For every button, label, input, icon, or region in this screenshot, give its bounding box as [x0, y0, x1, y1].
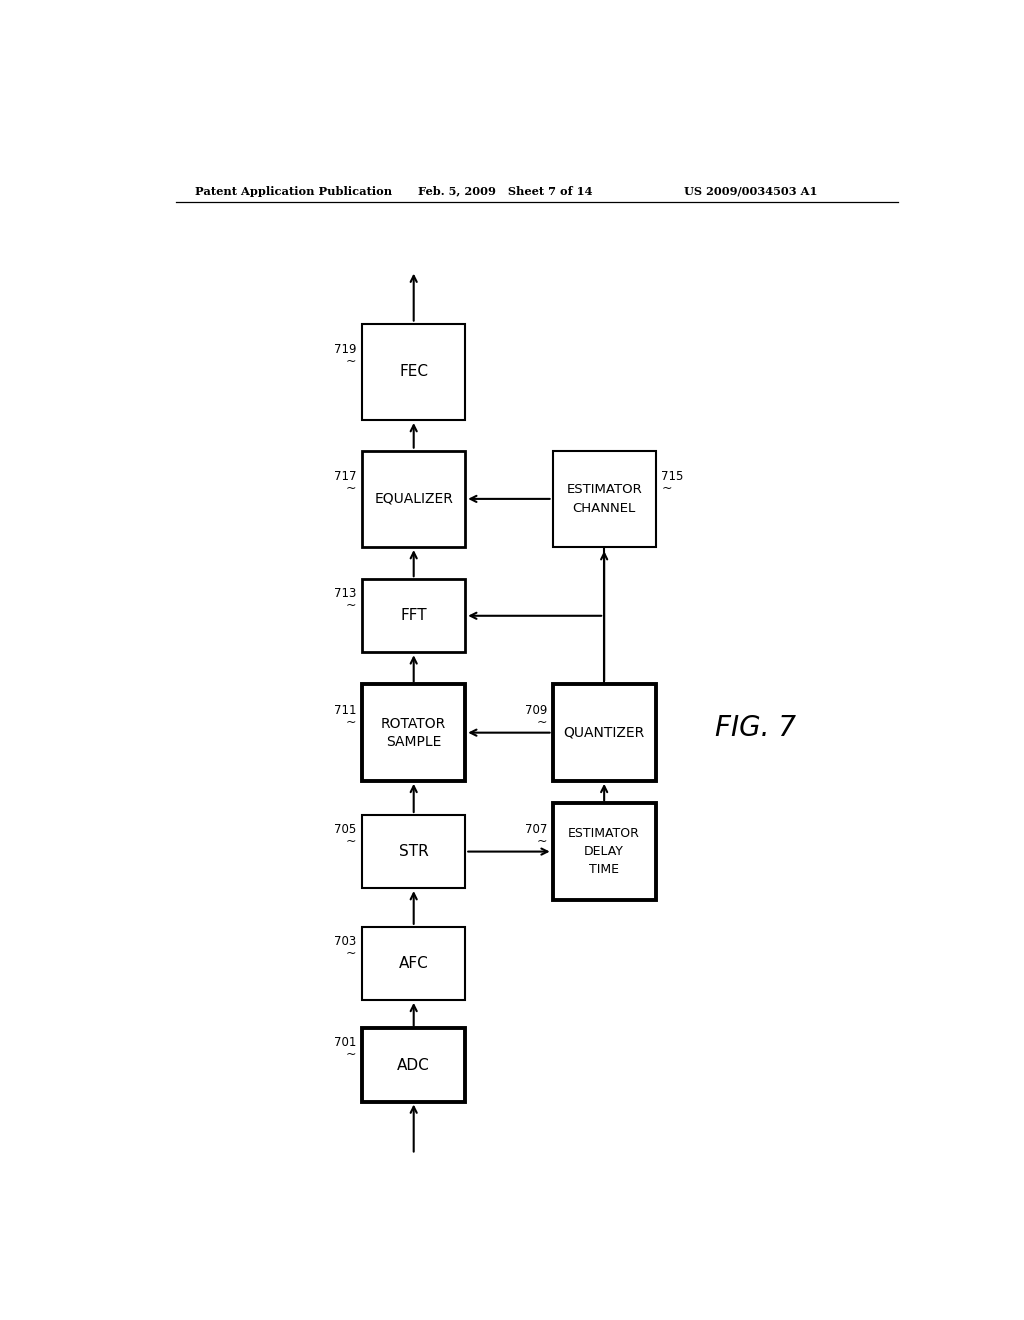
Text: 709: 709 — [524, 704, 547, 717]
Bar — [362, 684, 465, 781]
Text: ~: ~ — [537, 836, 547, 847]
Text: ~: ~ — [346, 1048, 356, 1061]
Bar — [362, 814, 465, 888]
Text: 711: 711 — [334, 704, 356, 717]
Text: ROTATOR: ROTATOR — [381, 717, 446, 730]
Text: STR: STR — [398, 843, 429, 859]
Text: TIME: TIME — [589, 863, 620, 876]
Text: FFT: FFT — [400, 609, 427, 623]
Bar — [553, 684, 655, 781]
Text: US 2009/0034503 A1: US 2009/0034503 A1 — [684, 186, 817, 197]
Text: ~: ~ — [346, 836, 356, 847]
Bar — [553, 804, 655, 900]
Text: Patent Application Publication: Patent Application Publication — [196, 186, 392, 197]
Text: 703: 703 — [334, 935, 356, 948]
Text: QUANTIZER: QUANTIZER — [563, 726, 645, 739]
Text: 701: 701 — [334, 1036, 356, 1049]
Bar — [362, 450, 465, 548]
Text: CHANNEL: CHANNEL — [572, 502, 636, 515]
Text: 705: 705 — [334, 822, 356, 836]
Text: FIG. 7: FIG. 7 — [715, 714, 797, 742]
Bar — [362, 927, 465, 1001]
Text: ~: ~ — [346, 355, 356, 368]
Text: 713: 713 — [334, 587, 356, 599]
Text: Feb. 5, 2009   Sheet 7 of 14: Feb. 5, 2009 Sheet 7 of 14 — [418, 186, 592, 197]
Text: ~: ~ — [346, 715, 356, 729]
Bar — [362, 323, 465, 420]
Text: ESTIMATOR: ESTIMATOR — [568, 826, 640, 840]
Text: ~: ~ — [346, 946, 356, 960]
Text: 715: 715 — [662, 470, 684, 483]
Text: ~: ~ — [346, 599, 356, 612]
Text: ESTIMATOR: ESTIMATOR — [566, 483, 642, 496]
Text: EQUALIZER: EQUALIZER — [374, 492, 454, 506]
Text: DELAY: DELAY — [585, 845, 624, 858]
Text: ~: ~ — [537, 715, 547, 729]
Text: 719: 719 — [334, 343, 356, 356]
Text: ~: ~ — [662, 482, 672, 495]
Text: FEC: FEC — [399, 364, 428, 379]
Text: ADC: ADC — [397, 1057, 430, 1073]
Text: ~: ~ — [346, 482, 356, 495]
Bar — [553, 450, 655, 548]
Text: 717: 717 — [334, 470, 356, 483]
Text: 707: 707 — [524, 822, 547, 836]
Bar — [362, 579, 465, 652]
Text: SAMPLE: SAMPLE — [386, 735, 441, 748]
Text: AFC: AFC — [398, 956, 429, 972]
Bar — [362, 1028, 465, 1102]
